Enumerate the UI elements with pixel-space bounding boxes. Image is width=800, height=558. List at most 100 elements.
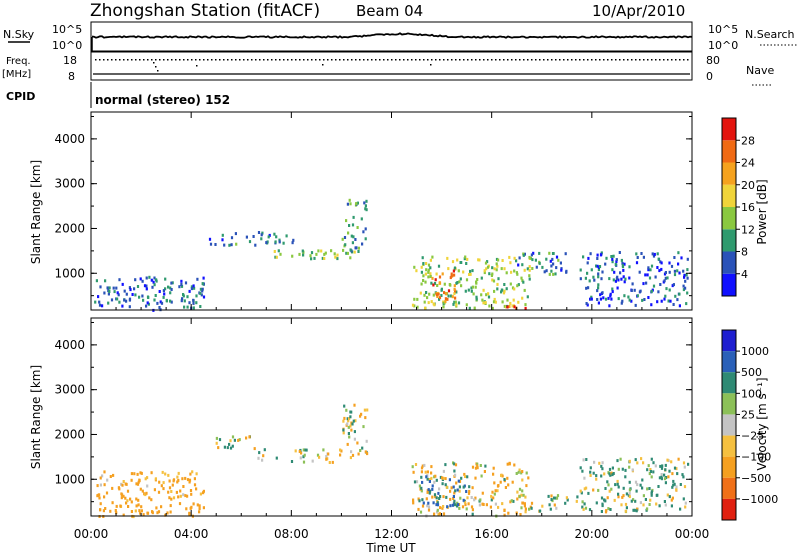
data-cell <box>450 274 453 278</box>
nave-dot <box>523 59 525 61</box>
data-cell <box>675 485 678 489</box>
data-cell <box>480 474 483 478</box>
nave-dot <box>379 59 381 61</box>
data-cell <box>658 504 661 508</box>
data-cell <box>147 302 150 306</box>
data-cell <box>669 299 672 303</box>
data-cell <box>420 475 423 479</box>
data-cell <box>622 268 625 272</box>
data-cell <box>526 295 529 299</box>
data-cell <box>673 466 677 470</box>
data-cell <box>417 507 420 511</box>
data-cell <box>434 474 437 478</box>
data-cell <box>596 264 599 268</box>
data-cell <box>493 297 496 301</box>
data-cell <box>428 478 431 481</box>
data-cell <box>137 480 140 484</box>
data-cell <box>196 503 199 507</box>
data-cell <box>230 236 234 240</box>
data-cell <box>201 289 204 293</box>
data-cell <box>445 485 448 489</box>
data-cell <box>425 262 428 265</box>
data-cell <box>477 258 480 262</box>
data-cell <box>621 299 624 303</box>
data-cell <box>193 477 196 481</box>
data-cell <box>515 472 518 475</box>
data-cell <box>496 489 499 493</box>
data-cell <box>170 490 173 493</box>
data-cell <box>471 508 474 512</box>
data-cell <box>682 461 686 465</box>
data-cell <box>613 270 616 274</box>
data-cell <box>146 476 149 480</box>
data-cell <box>676 269 679 273</box>
data-cell <box>492 496 495 500</box>
data-cell <box>608 277 611 281</box>
data-cell <box>620 258 623 262</box>
data-cell <box>583 487 586 491</box>
data-cell <box>432 283 435 287</box>
data-cell <box>257 456 260 460</box>
data-cell <box>524 510 527 514</box>
nave-dot <box>639 59 641 61</box>
data-cell <box>609 508 612 511</box>
data-cell <box>188 512 191 516</box>
data-cell <box>254 243 257 247</box>
data-cell <box>427 501 430 505</box>
data-cell <box>636 507 639 511</box>
data-cell <box>483 269 486 273</box>
data-cell <box>436 510 439 514</box>
data-cell <box>492 279 496 283</box>
data-cell <box>485 503 488 507</box>
data-cell <box>218 438 222 442</box>
nave-dot <box>271 59 273 61</box>
data-cell <box>464 475 467 478</box>
nave-dot <box>171 59 173 61</box>
data-cell <box>664 503 667 507</box>
data-cell <box>98 300 101 304</box>
data-cell <box>447 289 451 293</box>
data-cell <box>460 476 463 480</box>
data-cell <box>128 305 131 309</box>
data-cell <box>615 277 618 280</box>
data-cell <box>360 217 363 221</box>
data-cell <box>310 251 314 255</box>
colorbar-swatch <box>722 372 736 394</box>
data-cell <box>670 504 673 508</box>
data-cell <box>632 498 635 502</box>
data-cell <box>650 457 653 461</box>
nave-dot <box>451 59 453 61</box>
data-cell <box>435 272 438 276</box>
data-cell <box>628 480 631 484</box>
data-cell <box>566 498 569 502</box>
data-cell <box>413 297 416 301</box>
nave-dot <box>475 59 477 61</box>
data-cell <box>524 303 527 307</box>
data-cell <box>660 261 663 265</box>
data-cell <box>672 283 675 287</box>
data-cell <box>654 464 657 468</box>
data-cell <box>484 464 487 468</box>
data-cell <box>364 204 367 208</box>
data-cell <box>101 474 104 478</box>
data-cell <box>497 277 500 281</box>
data-cell <box>682 288 685 292</box>
data-cell <box>517 300 520 304</box>
velocity-panel: 4000 3000 2000 1000 Slant Range [km] <box>29 317 693 519</box>
nave-dot <box>239 59 241 61</box>
data-cell <box>235 242 238 246</box>
nave-dot <box>407 59 409 61</box>
data-cell <box>135 482 138 486</box>
data-cell <box>366 452 369 456</box>
data-cell <box>137 498 140 502</box>
nave-tick-bottom: 0 <box>706 70 713 83</box>
data-cell <box>342 431 345 435</box>
data-cell <box>343 236 347 239</box>
nave-dot <box>322 64 324 66</box>
data-cell <box>421 480 424 484</box>
data-cell <box>628 495 631 499</box>
data-cell <box>343 404 346 408</box>
data-cell <box>635 489 638 493</box>
data-cell <box>501 300 504 304</box>
colorbar-tick-label: −500 <box>741 472 771 485</box>
